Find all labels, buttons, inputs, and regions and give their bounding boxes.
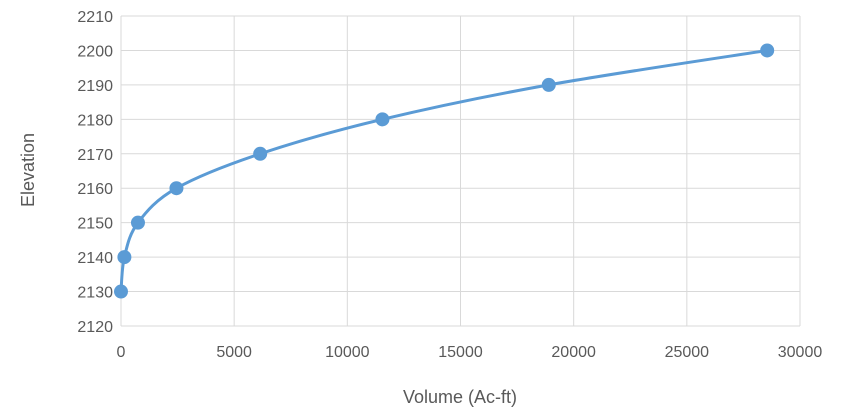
y-tick-label: 2130 xyxy=(77,285,113,302)
data-point xyxy=(253,146,268,161)
gridlines xyxy=(120,15,801,327)
data-point xyxy=(130,215,145,230)
y-tick-label: 2200 xyxy=(77,43,113,60)
y-tick-label: 2120 xyxy=(77,319,113,336)
tick-labels: 2120 2130 2140 2150 2160 2170 2180 2190 2200 2210… xyxy=(77,9,822,361)
data-point xyxy=(114,284,128,299)
y-axis-title: Elevation xyxy=(18,133,38,207)
data-point xyxy=(169,181,184,196)
x-tick-label: 30000 xyxy=(778,344,823,361)
y-tick-label: 2140 xyxy=(77,250,113,267)
x-tick-label: 0 xyxy=(117,344,126,361)
x-tick-label: 15000 xyxy=(438,344,483,361)
data-point xyxy=(117,250,132,265)
series-line xyxy=(119,48,769,294)
x-tick-label: 5000 xyxy=(216,344,252,361)
y-tick-label: 2190 xyxy=(77,78,113,95)
x-tick-label: 10000 xyxy=(325,344,370,361)
y-tick-label: 2210 xyxy=(77,9,113,26)
y-tick-label: 2160 xyxy=(77,181,113,198)
y-tick-label: 2180 xyxy=(77,112,113,129)
data-point xyxy=(541,77,556,92)
x-tick-label: 20000 xyxy=(551,344,596,361)
y-tick-label: 2170 xyxy=(77,147,113,164)
y-tick-label: 2150 xyxy=(77,216,113,233)
data-point xyxy=(760,43,775,58)
x-axis-title: Volume (Ac-ft) xyxy=(403,387,517,407)
data-point xyxy=(375,112,390,127)
x-tick-label: 25000 xyxy=(665,344,710,361)
series-elevation xyxy=(114,43,775,299)
